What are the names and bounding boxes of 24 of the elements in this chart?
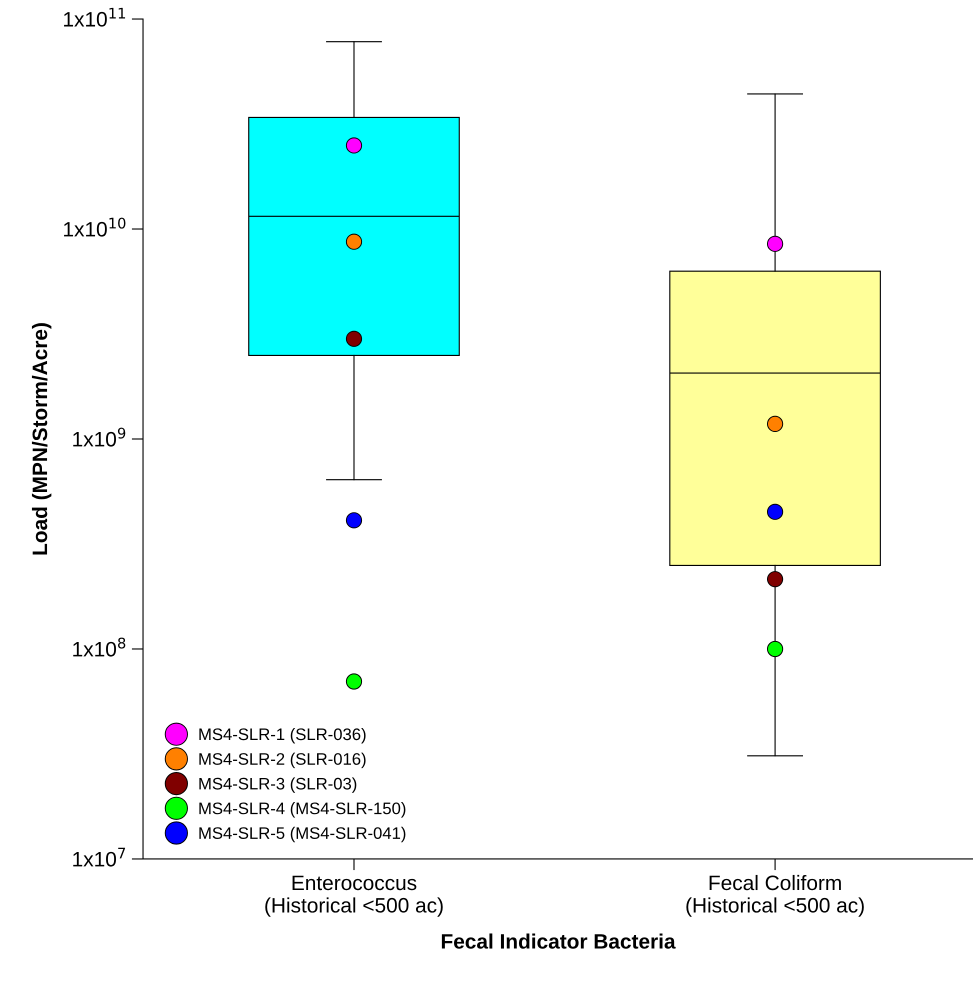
legend-label: MS4-SLR-2 (SLR-016) — [199, 752, 366, 768]
legend-label: MS4-SLR-3 (SLR-03) — [199, 777, 356, 793]
point — [766, 236, 784, 252]
legend-label: MS4-SLR-1 (SLR-036) — [199, 728, 366, 744]
y-tick-label: 1x10$^{9}$ — [73, 428, 126, 447]
point — [346, 234, 362, 250]
y-tick-label: 1x10$^{7}$ — [73, 848, 126, 867]
point — [766, 416, 784, 432]
point — [766, 640, 784, 658]
point — [766, 571, 784, 588]
legend-label: MS4-SLR-5 (MS4-SLR-041) — [199, 826, 406, 842]
x-axis-title: Fecal Indicator Bacteria — [442, 933, 676, 949]
y-tick-label: 1x10$^{8}$ — [73, 638, 126, 657]
x-tick-label: Enterococcus (Historical <500 ac) — [265, 876, 443, 917]
y-tick-label: 1x10$^{10}$ — [64, 218, 126, 237]
legend-label: MS4-SLR-4 (MS4-SLR-150) — [199, 802, 406, 818]
point — [766, 504, 784, 520]
point — [346, 512, 362, 528]
y-axis-title: Load (MPN/Storm/Acre) — [32, 323, 52, 555]
y-tick-label: 1x10$^{11}$ — [64, 8, 126, 27]
x-tick-label: Fecal Coliform (Historical <500 ac) — [686, 874, 864, 917]
point — [346, 673, 362, 690]
point — [346, 330, 362, 347]
point — [346, 137, 362, 154]
